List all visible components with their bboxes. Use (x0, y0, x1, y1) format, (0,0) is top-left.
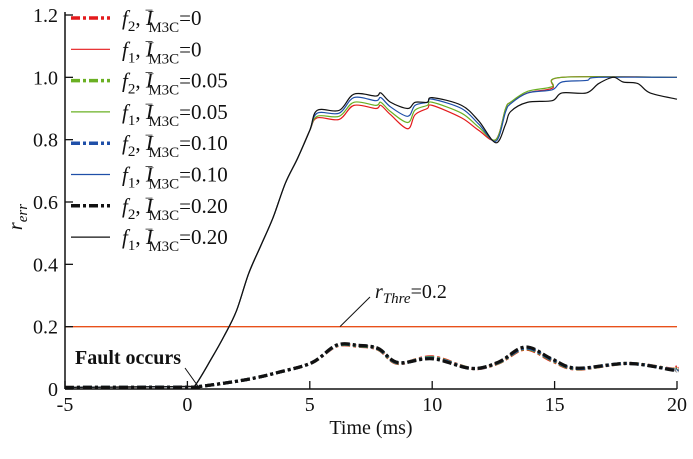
x-tick-label: -5 (57, 394, 74, 416)
threshold-label-base: r (375, 281, 383, 303)
legend-var: I (145, 37, 154, 61)
threshold-label-value: =0.2 (411, 281, 447, 303)
legend-sep: , (135, 69, 146, 93)
y-label-base: r (5, 222, 27, 230)
legend-var: I (145, 163, 154, 187)
x-tick-label: 15 (545, 394, 565, 416)
legend-label-6: f2, I− M3C=0.20 (122, 191, 228, 224)
legend-label-5: f1, I− M3C=0.10 (122, 160, 228, 193)
legend-func: f (122, 100, 131, 124)
legend-var: I (145, 100, 154, 124)
y-axis-label: rerr (5, 204, 31, 230)
x-tick-label: 10 (422, 394, 442, 416)
legend-var-sub: M3C (148, 145, 179, 161)
legend-value: =0.20 (179, 225, 228, 249)
legend-var-sup: − (145, 34, 153, 50)
legend-var: I (145, 131, 154, 155)
legend-sep: , (135, 37, 146, 61)
legend-label-2: f2, I− M3C=0.05 (122, 66, 228, 99)
fault-annotation-arrow (184, 367, 199, 387)
legend-label-1: f1, I− M3C=0 (122, 34, 202, 67)
legend-label-7: f1, I− M3C=0.20 (122, 222, 228, 255)
legend-value: =0.05 (179, 100, 228, 124)
legend-var-sup: − (145, 222, 153, 238)
threshold-label: rThre=0.2 (375, 281, 447, 307)
legend-sep: , (135, 131, 146, 155)
legend-func: f (122, 194, 131, 218)
legend-var-sup: − (145, 160, 153, 176)
legend-var-sub: M3C (148, 20, 179, 36)
x-tick-label: 0 (182, 394, 192, 416)
legend-func-sub: 2 (128, 82, 136, 98)
legend-value: =0.10 (179, 131, 228, 155)
legend-var-sub: M3C (148, 83, 179, 99)
y-tick-label: 0.4 (33, 254, 58, 276)
legend-value: =0.10 (179, 163, 228, 187)
y-tick-label: 1.2 (33, 5, 58, 27)
legend-value: =0 (179, 6, 201, 30)
legend-func: f (122, 6, 131, 30)
legend-label-4: f2, I− M3C=0.10 (122, 128, 228, 161)
legend-var-sub: M3C (148, 114, 179, 130)
y-label-sub: err (15, 204, 31, 222)
legend-sep: , (135, 194, 146, 218)
legend-var: I (145, 225, 154, 249)
threshold-leader-line (339, 296, 371, 328)
legend-value: =0 (179, 37, 201, 61)
series-line-7 (64, 76, 678, 389)
legend-func-sub: 1 (128, 113, 136, 129)
legend-label-0: f2, I− M3C=0 (122, 3, 202, 36)
legend-value: =0.20 (179, 194, 228, 218)
legend-var-sub: M3C (148, 51, 179, 67)
y-tick-label: 0 (48, 379, 58, 401)
legend-sep: , (135, 163, 146, 187)
legend-func-sub: 2 (128, 207, 136, 223)
y-tick-label: 0.2 (33, 317, 58, 339)
legend-var-sup: − (145, 3, 153, 19)
legend-func: f (122, 225, 131, 249)
legend-func: f (122, 69, 131, 93)
legend-func-sub: 2 (128, 19, 136, 35)
legend-var-sup: − (145, 191, 153, 207)
legend-var: I (145, 194, 154, 218)
legend-sep: , (135, 100, 146, 124)
y-tick-label: 1.0 (33, 67, 58, 89)
legend-func-sub: 2 (128, 144, 136, 160)
legend-var-sup: − (145, 128, 153, 144)
threshold-label-sub: Thre (383, 291, 411, 307)
y-tick-label: 0.8 (33, 130, 58, 152)
legend-func-sub: 1 (128, 176, 136, 192)
fault-annotation: Fault occurs (75, 347, 181, 369)
legend-func-sub: 1 (128, 238, 136, 254)
legend-var-sub: M3C (148, 239, 179, 255)
legend-var-sup: − (145, 97, 153, 113)
legend-label-3: f1, I− M3C=0.05 (122, 97, 228, 130)
legend-var-sub: M3C (148, 208, 179, 224)
series-line-6 (64, 342, 679, 390)
legend-var: I (145, 6, 154, 30)
legend-value: =0.05 (179, 69, 228, 93)
legend-var: I (145, 69, 154, 93)
x-tick-label: 20 (667, 394, 687, 416)
legend-func-sub: 1 (128, 50, 136, 66)
legend-func: f (122, 37, 131, 61)
x-tick-label: 5 (305, 394, 315, 416)
y-tick-label: 0.6 (33, 192, 58, 214)
legend-func: f (122, 163, 131, 187)
legend-var-sub: M3C (148, 177, 179, 193)
legend-sep: , (135, 225, 146, 249)
legend-var-sup: − (145, 66, 153, 82)
legend-func: f (122, 131, 131, 155)
x-axis-label: Time (ms) (329, 417, 412, 439)
legend-sep: , (135, 6, 146, 30)
